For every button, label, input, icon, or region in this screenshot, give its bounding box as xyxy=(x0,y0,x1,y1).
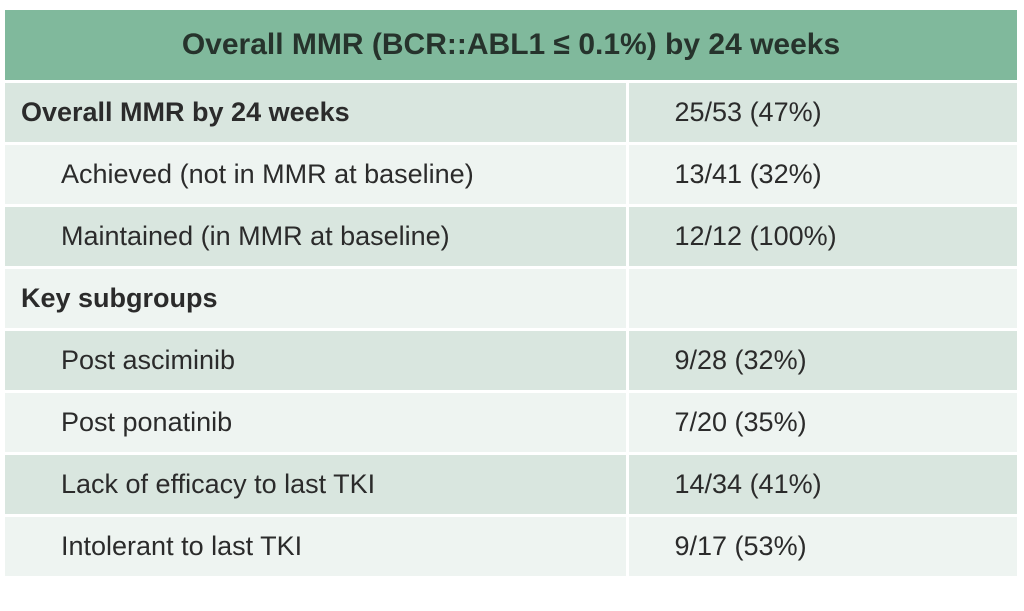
table-row-intolerant: Intolerant to last TKI 9/17 (53%) xyxy=(5,514,1018,579)
table-title: Overall MMR (BCR::ABL1 ≤ 0.1%) by 24 wee… xyxy=(5,10,1018,83)
row-label-post-ponatinib: Post ponatinib xyxy=(5,390,629,455)
table-row-key-subgroups: Key subgroups xyxy=(5,266,1018,331)
table-row-post-asciminib: Post asciminib 9/28 (32%) xyxy=(5,328,1018,393)
row-label-overall-mmr: Overall MMR by 24 weeks xyxy=(5,80,629,145)
table-row-overall-mmr: Overall MMR by 24 weeks 25/53 (47%) xyxy=(5,80,1018,145)
row-value-achieved: 13/41 (32%) xyxy=(627,142,1018,207)
table-row-maintained: Maintained (in MMR at baseline) 12/12 (1… xyxy=(5,204,1018,269)
row-value-maintained: 12/12 (100%) xyxy=(627,204,1018,269)
table-header-row: Overall MMR (BCR::ABL1 ≤ 0.1%) by 24 wee… xyxy=(5,10,1018,83)
row-label-maintained: Maintained (in MMR at baseline) xyxy=(5,204,629,269)
table-row-lack-of-efficacy: Lack of efficacy to last TKI 14/34 (41%) xyxy=(5,452,1018,517)
row-value-post-asciminib: 9/28 (32%) xyxy=(627,328,1018,393)
mmr-results-table: Overall MMR (BCR::ABL1 ≤ 0.1%) by 24 wee… xyxy=(5,10,1018,579)
row-label-intolerant: Intolerant to last TKI xyxy=(5,514,629,579)
row-label-post-asciminib: Post asciminib xyxy=(5,328,629,393)
table-row-post-ponatinib: Post ponatinib 7/20 (35%) xyxy=(5,390,1018,455)
row-label-lack-of-efficacy: Lack of efficacy to last TKI xyxy=(5,452,629,517)
row-value-overall-mmr: 25/53 (47%) xyxy=(627,80,1018,145)
row-value-post-ponatinib: 7/20 (35%) xyxy=(627,390,1018,455)
row-value-key-subgroups xyxy=(627,266,1018,331)
table-row-achieved: Achieved (not in MMR at baseline) 13/41 … xyxy=(5,142,1018,207)
row-label-key-subgroups: Key subgroups xyxy=(5,266,629,331)
row-value-lack-of-efficacy: 14/34 (41%) xyxy=(627,452,1018,517)
row-label-achieved: Achieved (not in MMR at baseline) xyxy=(5,142,629,207)
row-value-intolerant: 9/17 (53%) xyxy=(627,514,1018,579)
mmr-table-container: Overall MMR (BCR::ABL1 ≤ 0.1%) by 24 wee… xyxy=(5,10,1018,600)
